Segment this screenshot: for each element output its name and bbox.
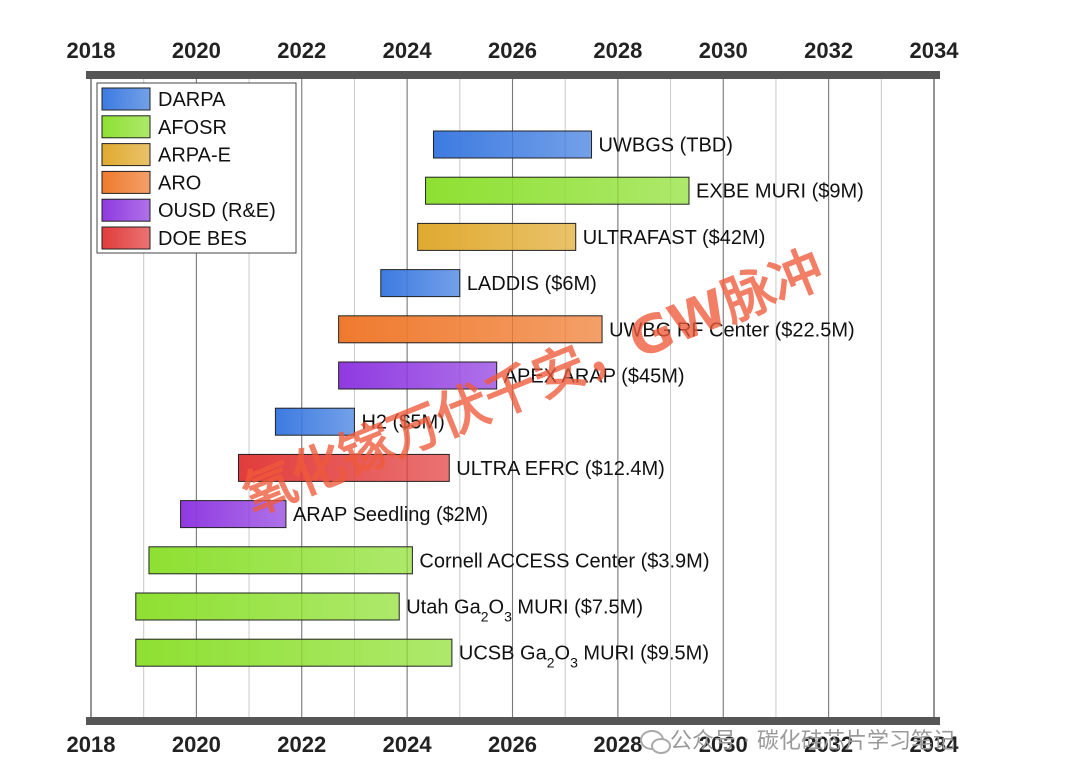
legend-box [96, 82, 297, 254]
bar-label: LADDIS ($6M) [467, 273, 597, 295]
bottom-tick-label: 2026 [488, 732, 537, 757]
legend-swatch-arpa-e [101, 143, 151, 167]
bar-exbe-muri-9m [425, 176, 690, 205]
bar-label: UWBGS (TBD) [599, 135, 733, 157]
bottom-tick-label: 2022 [277, 732, 326, 757]
bar-label: Cornell ACCESS Center ($3.9M) [419, 550, 709, 572]
bar-label: H2 ($5M) [361, 412, 444, 434]
legend-swatch-ousd-r-e [101, 198, 151, 222]
bottom-tick-label: 2018 [67, 732, 116, 757]
legend-label: DARPA [158, 89, 226, 111]
top-tick-label: 2024 [383, 38, 433, 63]
bar-label: UWBG RF Center ($22.5M) [609, 319, 855, 341]
bar-apex-arap-45m [338, 361, 498, 390]
bottom-tick-label: 2020 [172, 732, 221, 757]
bar-h2-5m [274, 407, 355, 436]
bar-label: ULTRA EFRC ($12.4M) [456, 458, 665, 480]
bottom-tick-label: 2028 [593, 732, 642, 757]
bar-uwbgs-tbd [432, 130, 593, 159]
legend-label: ARO [158, 172, 201, 194]
bar-laddis-6m [380, 269, 461, 298]
top-tick-label: 2028 [593, 38, 642, 63]
legend-swatch-afosr [101, 115, 151, 139]
axes: 2018 2018 2020 2020 2022 2022 2024 2024 2026 2026… [67, 38, 960, 757]
legend-swatch-aro [101, 170, 151, 194]
bar-utah-ga2o3-muri-7-5m [135, 592, 400, 621]
bar-ultrafast-42m [417, 222, 577, 251]
top-tick-label: 2020 [172, 38, 221, 63]
top-tick-label: 2030 [699, 38, 748, 63]
source-label: 公众号 · 碳化硅芯片学习笔记 [640, 729, 955, 754]
bottom-axis-bar [86, 717, 940, 725]
bar-label: EXBE MURI ($9M) [696, 181, 864, 203]
bottom-tick-label: 2034 [910, 732, 960, 757]
top-tick-label: 2026 [488, 38, 537, 63]
legend-label: AFOSR [158, 117, 227, 139]
bar-label: UCSB Ga2O3 MURI ($9.5M) [459, 643, 709, 671]
bar-ultra-efrc-12-4m [238, 453, 450, 482]
bottom-tick-label: 2032 [804, 732, 853, 757]
legend: DARPA AFOSR ARPA-E ARO OUSD (R&E) DOE BES [96, 82, 297, 254]
bar-uwbg-rf-center-22-5m [338, 315, 603, 344]
bar-label: Utah Ga2O3 MURI ($7.5M) [406, 597, 643, 625]
legend-label: ARPA-E [158, 145, 231, 167]
wechat-icon [640, 730, 671, 754]
bottom-tick-label: 2030 [699, 732, 748, 757]
bottom-tick-label: 2024 [383, 732, 433, 757]
top-tick-label: 2022 [277, 38, 326, 63]
bar-cornell-access-center-3-9m [148, 546, 413, 575]
top-tick-label: 2034 [910, 38, 960, 63]
bar-label: ULTRAFAST ($42M) [583, 227, 766, 249]
source-label-text: 公众号 · 碳化硅芯片学习笔记 [670, 729, 955, 754]
bars: UWBGS (TBD) EXBE MURI ($9M) ULTRAFAST ($42… [135, 130, 864, 671]
bar-arap-seedling-2m [180, 500, 287, 529]
top-axis-bar [86, 71, 940, 79]
top-tick-label: 2032 [804, 38, 853, 63]
bar-label: ARAP Seedling ($2M) [293, 504, 488, 526]
bar-label: APEX ARAP ($45M) [504, 366, 685, 388]
legend-swatch-doe-bes [101, 226, 151, 250]
legend-label: OUSD (R&E) [158, 200, 276, 222]
top-tick-label: 2018 [67, 38, 116, 63]
legend-swatch-darpa [101, 87, 151, 111]
legend-label: DOE BES [158, 228, 247, 250]
bar-ucsb-ga2o3-muri-9-5m [135, 638, 453, 667]
